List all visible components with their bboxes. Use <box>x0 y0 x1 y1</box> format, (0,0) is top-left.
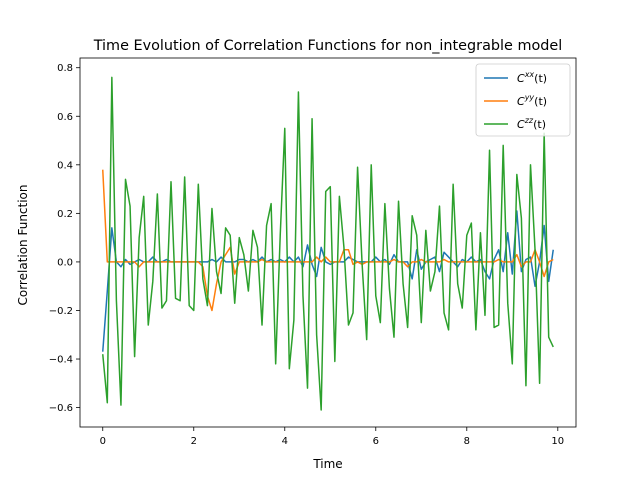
x-tick-label: 0 <box>100 436 106 447</box>
axes-frame <box>79 57 577 428</box>
chart-title: Time Evolution of Correlation Functions … <box>93 38 563 54</box>
legend-label-xx: Cxx(t) <box>517 70 547 85</box>
y-tick-label: 0.6 <box>57 112 73 123</box>
x-tick-label: 8 <box>464 436 470 447</box>
series-layer <box>102 76 554 411</box>
legend-label-zz: Czz(t) <box>517 116 546 131</box>
x-tick-label: 4 <box>282 436 288 447</box>
legend: Cxx(t) Cyy(t) Czz(t) <box>475 63 571 137</box>
series-line-zz <box>102 76 554 411</box>
y-tick-label: −0.2 <box>49 306 73 317</box>
x-tick-label: 2 <box>191 436 197 447</box>
x-tick-label: 6 <box>373 436 379 447</box>
x-tick-label: 10 <box>551 436 564 447</box>
y-tick-label: 0.8 <box>57 63 73 74</box>
y-tick-label: −0.6 <box>49 403 73 414</box>
x-axis-label: Time <box>312 457 342 471</box>
y-tick-label: 0.2 <box>57 209 73 220</box>
y-tick-label: 0.4 <box>57 160 73 171</box>
x-axis-ticks: 0 2 4 6 8 10 <box>100 427 564 447</box>
y-tick-label: −0.4 <box>49 355 73 366</box>
legend-box <box>475 63 571 137</box>
legend-label-yy: Cyy(t) <box>517 93 547 108</box>
series-line-yy <box>102 169 554 312</box>
y-axis-ticks: −0.6 −0.4 −0.2 0.0 0.2 0.4 0.6 0.8 <box>49 63 80 414</box>
y-axis-label: Correlation Function <box>16 184 30 305</box>
y-tick-label: 0.0 <box>57 257 73 268</box>
